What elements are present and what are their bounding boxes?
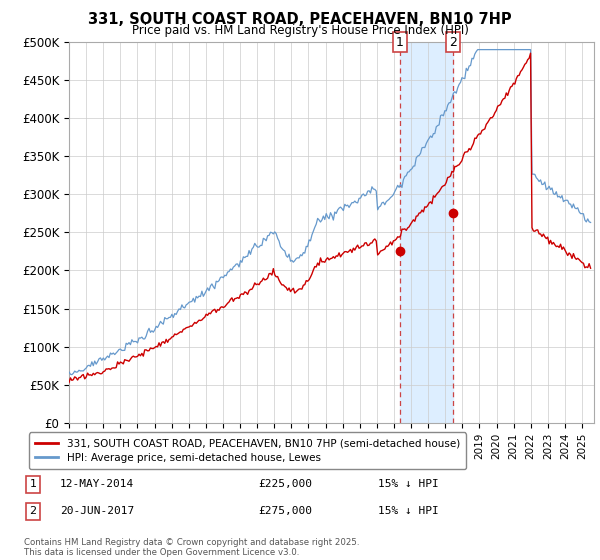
Text: 1: 1: [396, 35, 404, 49]
Text: 2: 2: [29, 506, 37, 516]
Text: Contains HM Land Registry data © Crown copyright and database right 2025.
This d: Contains HM Land Registry data © Crown c…: [24, 538, 359, 557]
Text: £275,000: £275,000: [258, 506, 312, 516]
Text: Price paid vs. HM Land Registry's House Price Index (HPI): Price paid vs. HM Land Registry's House …: [131, 24, 469, 37]
Bar: [400, 42, 453, 423]
Text: 2: 2: [449, 35, 457, 49]
Text: 20-JUN-2017: 20-JUN-2017: [60, 506, 134, 516]
Text: 331, SOUTH COAST ROAD, PEACEHAVEN, BN10 7HP: 331, SOUTH COAST ROAD, PEACEHAVEN, BN10 …: [88, 12, 512, 27]
Text: 15% ↓ HPI: 15% ↓ HPI: [378, 506, 439, 516]
Text: £225,000: £225,000: [258, 479, 312, 489]
Text: 12-MAY-2014: 12-MAY-2014: [60, 479, 134, 489]
Legend: 331, SOUTH COAST ROAD, PEACEHAVEN, BN10 7HP (semi-detached house), HPI: Average : 331, SOUTH COAST ROAD, PEACEHAVEN, BN10 …: [29, 432, 466, 469]
Text: 15% ↓ HPI: 15% ↓ HPI: [378, 479, 439, 489]
Text: 1: 1: [29, 479, 37, 489]
